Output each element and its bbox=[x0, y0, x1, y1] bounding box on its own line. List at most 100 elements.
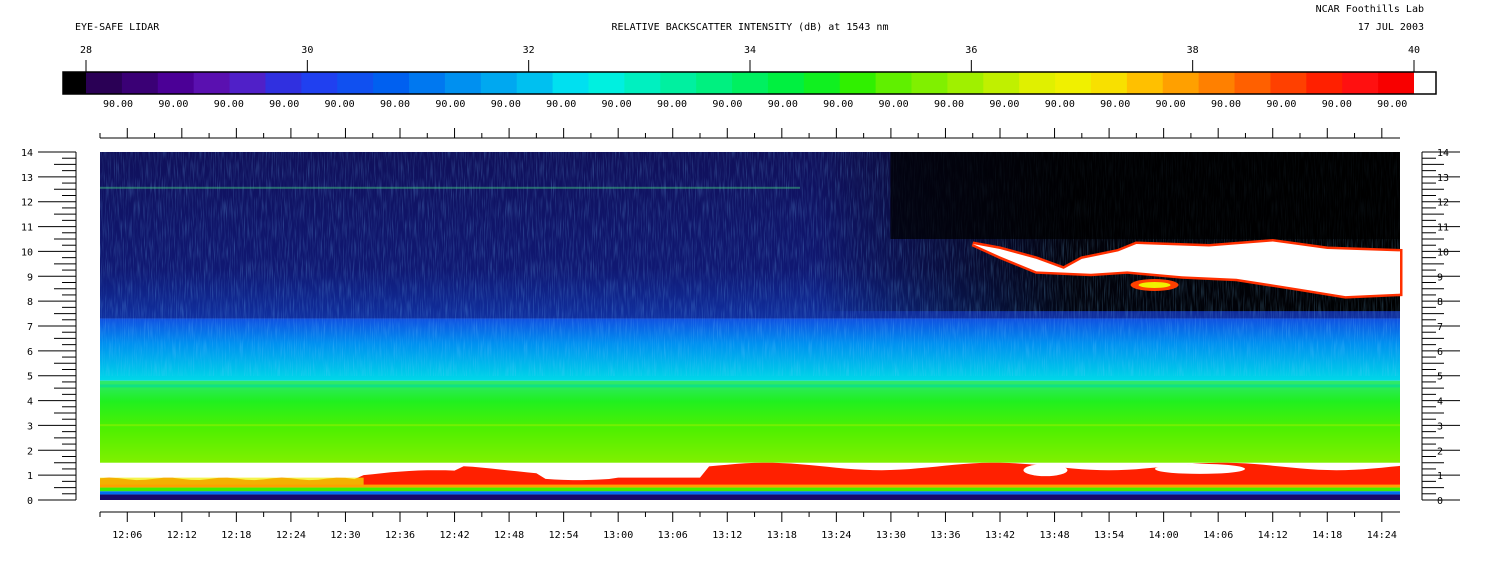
y-tick-label-left: 11 bbox=[21, 223, 33, 234]
y-tick-label-left: 13 bbox=[21, 173, 33, 184]
x-tick-label: 13:00 bbox=[603, 530, 633, 541]
aerosol-band bbox=[100, 424, 1400, 427]
colorbar-segment bbox=[1378, 72, 1415, 94]
colorbar-segment-label: 90.00 bbox=[103, 99, 133, 110]
colorbar-segment bbox=[624, 72, 661, 94]
colorbar-segment bbox=[229, 72, 267, 94]
colorbar-segment-label: 90.00 bbox=[934, 99, 964, 110]
colorbar-tick-label: 36 bbox=[965, 45, 977, 56]
y-tick-label-right: 13 bbox=[1437, 173, 1449, 184]
colorbar-segment bbox=[1055, 72, 1092, 94]
y-tick-label-right: 12 bbox=[1437, 198, 1449, 209]
colorbar-segment bbox=[1198, 72, 1236, 94]
colorbar-tick-label: 28 bbox=[80, 45, 92, 56]
colorbar-segment bbox=[86, 72, 123, 94]
colorbar-segment bbox=[696, 72, 733, 94]
y-tick-label-right: 11 bbox=[1437, 223, 1449, 234]
colorbar-segment-label: 90.00 bbox=[1100, 99, 1130, 110]
colorbar-segment-label: 90.00 bbox=[823, 99, 853, 110]
colorbar-segment bbox=[660, 72, 697, 94]
x-tick-label: 12:18 bbox=[221, 530, 251, 541]
colorbar-underflow bbox=[63, 72, 86, 94]
y-tick-label-left: 9 bbox=[27, 272, 33, 283]
colorbar-segment bbox=[1162, 72, 1200, 94]
cloud-fragment-core bbox=[1138, 281, 1171, 288]
x-tick-label: 14:06 bbox=[1203, 530, 1233, 541]
colorbar-segment bbox=[552, 72, 590, 94]
instrument-title: EYE-SAFE LIDAR bbox=[75, 22, 160, 33]
colorbar-segment bbox=[1234, 72, 1272, 94]
boundary-layer-edge bbox=[100, 484, 1400, 488]
colorbar-tick-label: 38 bbox=[1187, 45, 1199, 56]
colorbar-segment-label: 90.00 bbox=[435, 99, 465, 110]
colorbar-segment-label: 90.00 bbox=[1266, 99, 1296, 110]
colorbar-segment-label: 90.00 bbox=[768, 99, 798, 110]
colorbar-segment-label: 90.00 bbox=[1377, 99, 1407, 110]
colorbar-tick-label: 30 bbox=[301, 45, 313, 56]
y-tick-label-left: 5 bbox=[27, 372, 33, 383]
y-tick-label-right: 5 bbox=[1437, 372, 1443, 383]
y-tick-label-right: 7 bbox=[1437, 322, 1443, 333]
saturated-pocket bbox=[1023, 464, 1068, 477]
boundary-layer-edge bbox=[100, 477, 364, 487]
y-tick-label-right: 3 bbox=[1437, 421, 1443, 432]
y-tick-label-right: 1 bbox=[1437, 471, 1443, 482]
colorbar-tick-label: 34 bbox=[744, 45, 756, 56]
colorbar-segment bbox=[337, 72, 374, 94]
x-tick-label: 14:18 bbox=[1312, 530, 1342, 541]
colorbar-segment bbox=[911, 72, 949, 94]
x-tick-label: 14:12 bbox=[1258, 530, 1288, 541]
colorbar-segment bbox=[1126, 72, 1164, 94]
x-tick-label: 12:48 bbox=[494, 530, 524, 541]
date-label: 17 JUL 2003 bbox=[1357, 22, 1424, 33]
chart-title: RELATIVE BACKSCATTER INTENSITY (dB) at 1… bbox=[611, 22, 889, 33]
y-tick-label-left: 10 bbox=[21, 247, 33, 258]
stratospheric-line bbox=[100, 186, 800, 189]
lab-name: NCAR Foothills Lab bbox=[1315, 4, 1424, 15]
colorbar-segment bbox=[839, 72, 877, 94]
x-tick-label: 12:36 bbox=[385, 530, 415, 541]
colorbar-segment bbox=[373, 72, 410, 94]
y-tick-label-left: 3 bbox=[27, 421, 33, 432]
colorbar-segment bbox=[875, 72, 913, 94]
x-tick-label: 13:48 bbox=[1039, 530, 1069, 541]
saturated-pocket bbox=[1155, 463, 1245, 474]
colorbar-segment bbox=[588, 72, 625, 94]
x-tick-label: 13:36 bbox=[930, 530, 960, 541]
y-tick-label-left: 6 bbox=[27, 347, 33, 358]
colorbar-segment bbox=[803, 72, 841, 94]
x-tick-label: 13:30 bbox=[876, 530, 906, 541]
y-tick-label-right: 14 bbox=[1437, 148, 1449, 159]
y-tick-label-left: 12 bbox=[21, 198, 33, 209]
x-tick-label: 13:24 bbox=[821, 530, 851, 541]
colorbar-segment bbox=[1090, 72, 1128, 94]
colorbar-segment-label: 90.00 bbox=[1045, 99, 1075, 110]
colorbar: 28 30 32 34 36 38 40 90.00 90.00 90.00 90.00 90.00 9… bbox=[62, 45, 1437, 110]
colorbar-segment bbox=[157, 72, 195, 94]
colorbar-segment bbox=[983, 72, 1020, 94]
colorbar-overflow bbox=[1414, 72, 1436, 94]
y-tick-label-left: 2 bbox=[27, 446, 33, 457]
colorbar-segment bbox=[480, 72, 518, 94]
x-tick-label: 12:06 bbox=[112, 530, 142, 541]
colorbar-segment-label: 90.00 bbox=[546, 99, 576, 110]
y-tick-label-left: 14 bbox=[21, 148, 33, 159]
plot-area bbox=[100, 152, 1403, 500]
colorbar-segment bbox=[767, 72, 805, 94]
x-tick-label: 13:18 bbox=[767, 530, 797, 541]
colorbar-segment bbox=[516, 72, 554, 94]
colorbar-segment bbox=[1270, 72, 1307, 94]
x-tick-label: 12:24 bbox=[276, 530, 306, 541]
colorbar-segment bbox=[193, 72, 231, 94]
x-tick-label: 12:54 bbox=[549, 530, 579, 541]
axes: 12:06 12:12 12:18 12:24 12:30 12:36 12:42 12:48… bbox=[21, 128, 1460, 541]
colorbar-segment-label: 90.00 bbox=[214, 99, 244, 110]
x-tick-label: 13:42 bbox=[985, 530, 1015, 541]
y-tick-label-right: 2 bbox=[1437, 446, 1443, 457]
mixed-layer bbox=[100, 380, 1400, 463]
boundary-layer-top bbox=[100, 462, 1400, 488]
colorbar-segment-label: 90.00 bbox=[158, 99, 188, 110]
cirrus-cloud bbox=[972, 241, 1400, 297]
surface-layer bbox=[100, 487, 1400, 492]
